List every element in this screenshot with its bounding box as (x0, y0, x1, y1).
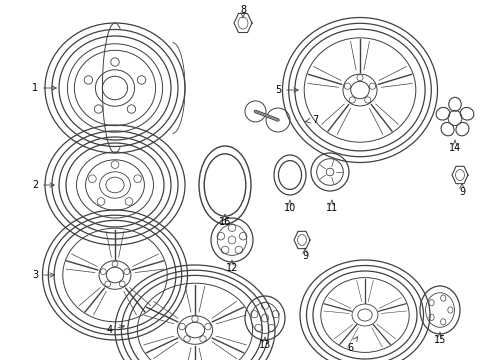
Text: 13: 13 (258, 337, 270, 350)
Text: 6: 6 (346, 337, 357, 353)
Text: 7: 7 (305, 115, 318, 125)
Text: 2: 2 (32, 180, 54, 190)
Text: 12: 12 (225, 260, 238, 273)
Text: 8: 8 (240, 5, 245, 18)
Text: 16: 16 (219, 214, 231, 227)
Text: 14: 14 (448, 140, 460, 153)
Text: 11: 11 (325, 200, 337, 213)
Text: 5: 5 (274, 85, 298, 95)
Text: 10: 10 (284, 200, 296, 213)
Text: 1: 1 (32, 83, 56, 93)
Text: 9: 9 (301, 248, 307, 261)
Text: 15: 15 (433, 332, 445, 345)
Text: 3: 3 (32, 270, 54, 280)
Text: 4: 4 (107, 325, 124, 335)
Text: 9: 9 (458, 184, 464, 197)
